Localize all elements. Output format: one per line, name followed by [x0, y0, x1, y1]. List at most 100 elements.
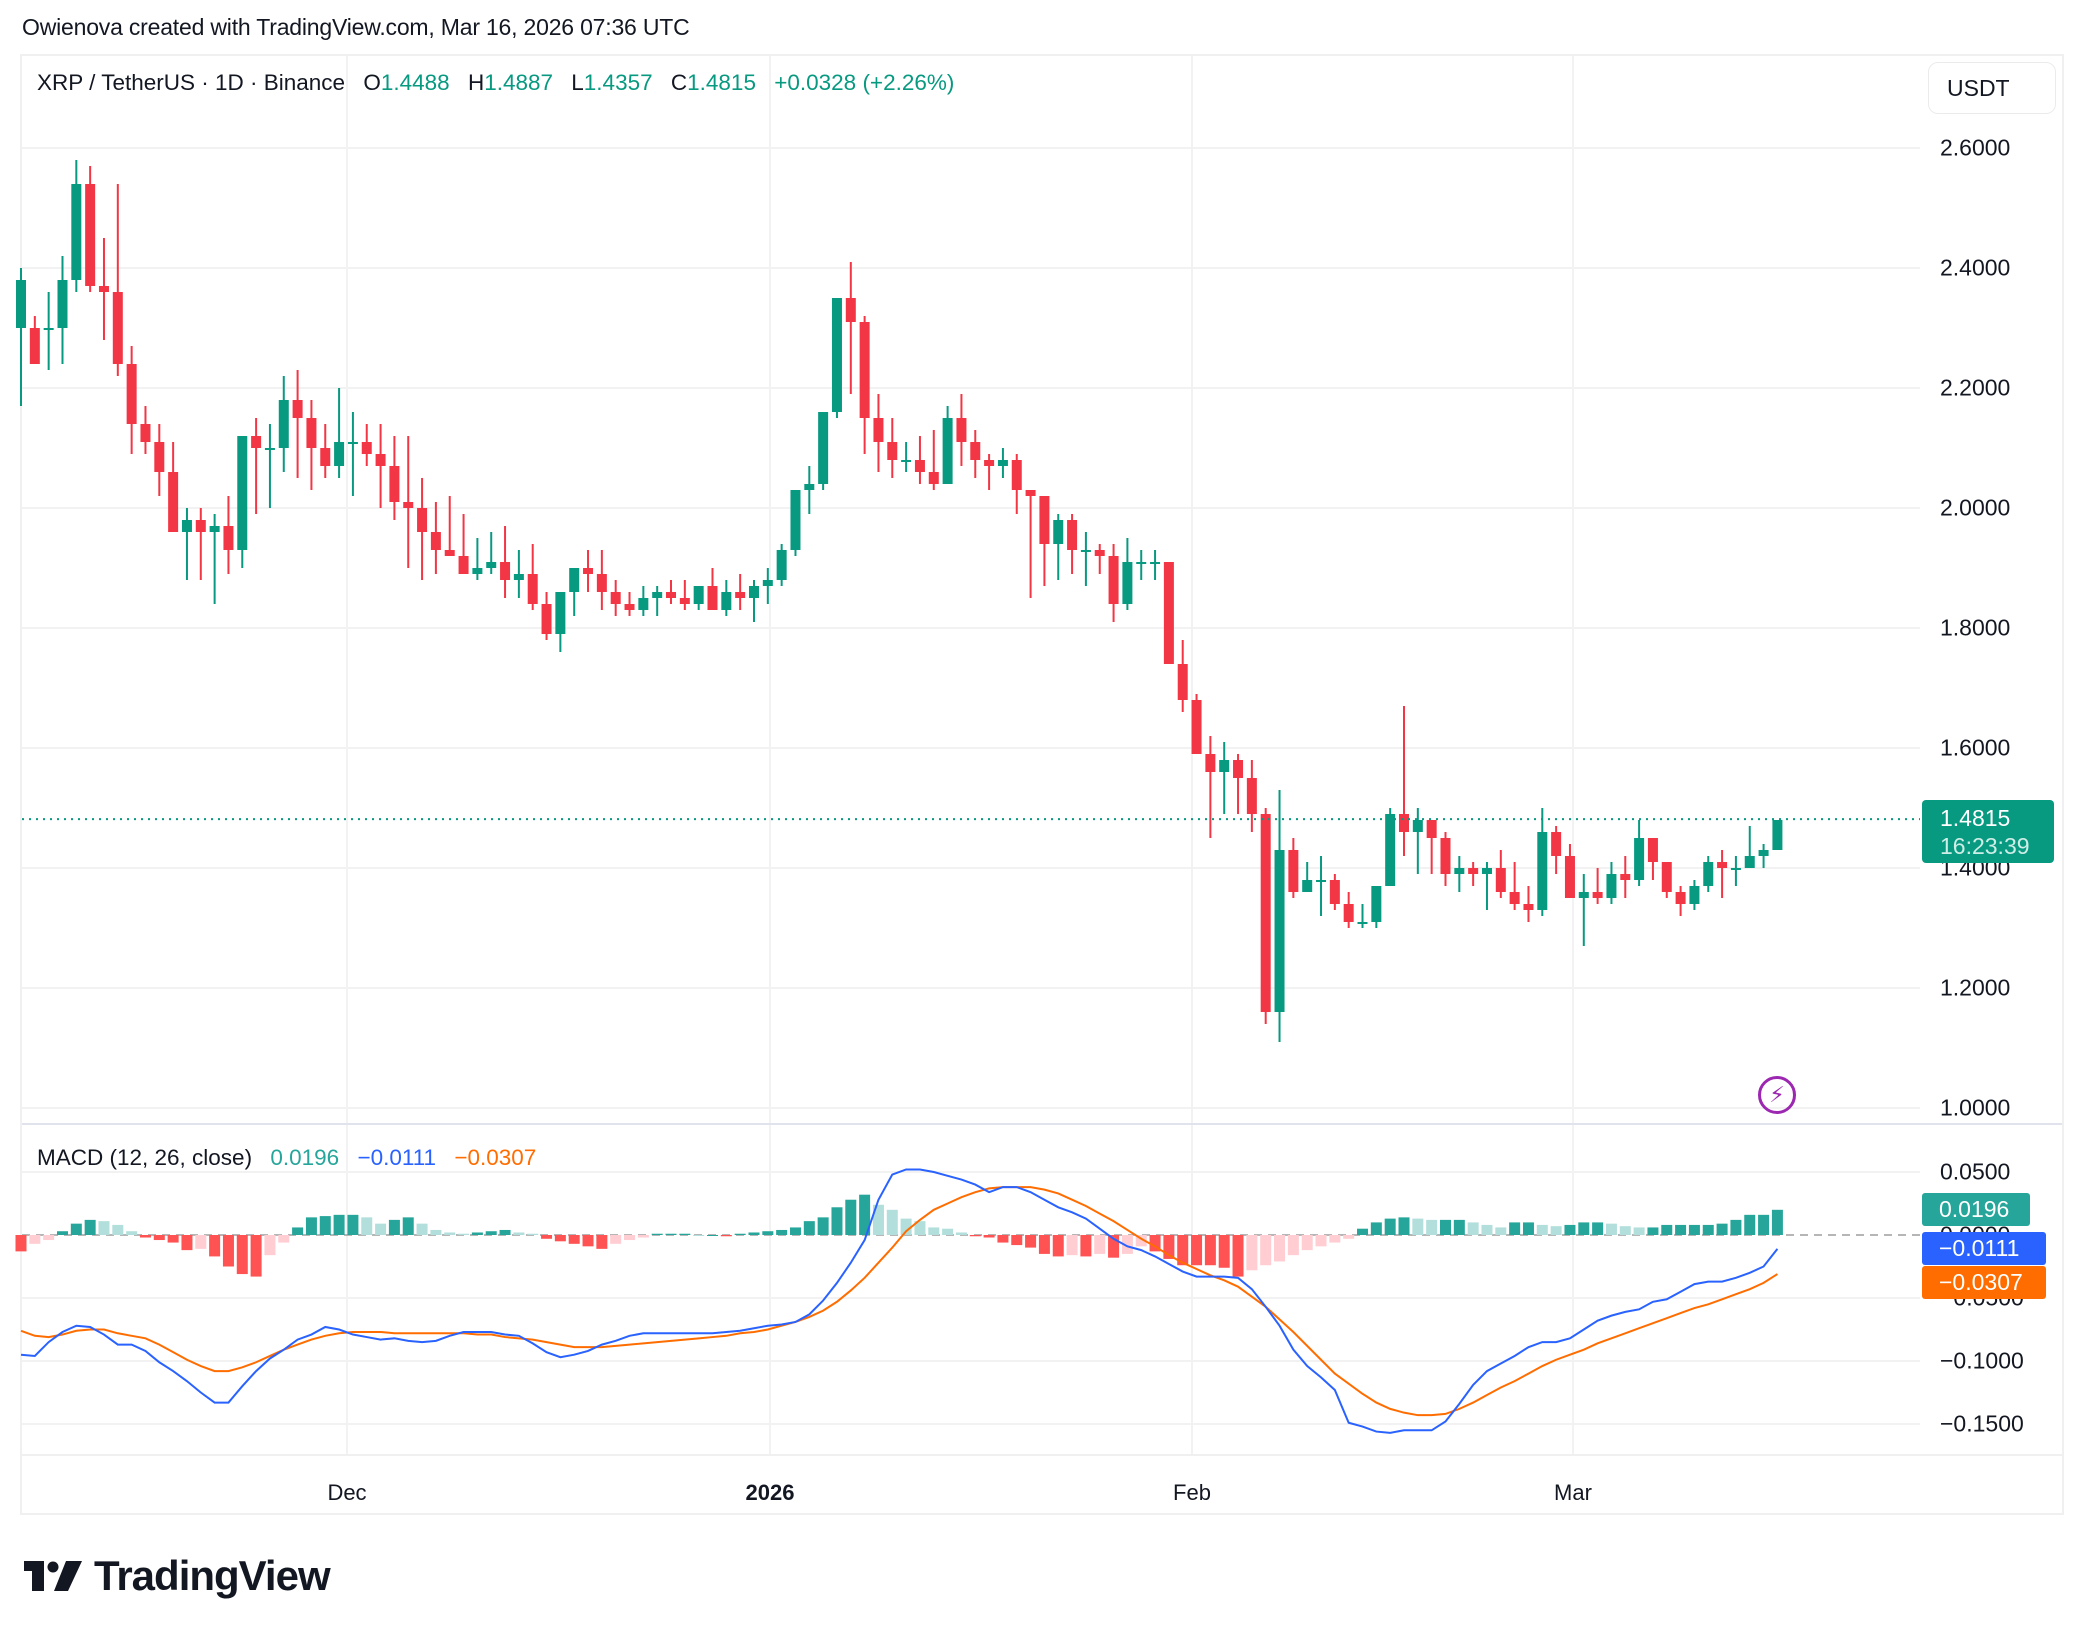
macd-legend: MACD (12, 26, close) 0.0196 −0.0111 −0.0… [37, 1145, 536, 1171]
candle-body [693, 586, 704, 604]
macd-histogram-bar [693, 1235, 705, 1236]
macd-histogram-bar [831, 1207, 843, 1235]
macd-histogram-bar [789, 1227, 801, 1235]
macd-histogram-bar [1578, 1222, 1590, 1235]
price-axis-label: 1.8000 [1940, 614, 2011, 641]
candle-body [1426, 820, 1437, 838]
candle-body [776, 550, 787, 580]
candle-body [707, 586, 718, 610]
candle-body [1067, 520, 1078, 550]
candle-body [1163, 562, 1174, 664]
candle-body [1578, 892, 1589, 898]
macd-histogram-bar [859, 1194, 871, 1235]
macd-histogram-bar [969, 1235, 981, 1237]
candle-body [596, 574, 607, 592]
macd-histogram-bar [305, 1217, 317, 1235]
macd-histogram-bar [1066, 1235, 1078, 1256]
macd-histogram-bar [1495, 1227, 1507, 1235]
macd-title[interactable]: MACD (12, 26, close) [37, 1145, 253, 1170]
macd-histogram-bar [1398, 1217, 1410, 1235]
candle-body [43, 328, 54, 330]
candle-body [652, 592, 663, 598]
candle-body [1730, 868, 1741, 870]
candle-body [901, 460, 912, 462]
candle-body [389, 466, 400, 502]
macd-histogram-bar [319, 1216, 331, 1235]
macd-histogram-bar [416, 1223, 428, 1235]
close-value: 1.4815 [687, 70, 756, 95]
candle-body [1647, 838, 1658, 862]
candle-body [583, 568, 594, 574]
macd-line [20, 1168, 1779, 1434]
macd-histogram-bar [651, 1233, 663, 1235]
open-value: 1.4488 [380, 70, 450, 95]
lightning-icon[interactable]: ⚡ [1758, 1076, 1796, 1114]
candle-body [1509, 892, 1520, 904]
macd-histogram-bar [375, 1223, 387, 1235]
macd-histogram-bar [402, 1217, 414, 1235]
candle-body [1551, 832, 1562, 856]
candle-body [223, 526, 234, 550]
low-value: 1.4357 [583, 70, 653, 95]
macd-histogram-bar [1675, 1224, 1687, 1235]
candle-body [1592, 892, 1603, 898]
macd-histogram-bar [139, 1235, 151, 1238]
candle-body [112, 292, 123, 364]
macd-signal-line [20, 1186, 1778, 1417]
candle-body [1772, 820, 1783, 850]
macd-histogram-badge: 0.0196 [1922, 1193, 2030, 1226]
candle-body [458, 556, 469, 574]
candle-body [1053, 520, 1064, 544]
candle-body [873, 418, 884, 442]
candle-body [1385, 814, 1396, 886]
candle-body [1412, 820, 1423, 832]
macd-histogram-bar [637, 1235, 649, 1238]
candle-body [154, 442, 165, 472]
macd-histogram-bar [734, 1233, 746, 1235]
macd-histogram-bar [1453, 1219, 1465, 1235]
macd-histogram-bar [1647, 1227, 1659, 1235]
macd-histogram-bar [1758, 1214, 1770, 1235]
macd-histogram-bar [112, 1224, 124, 1235]
macd-histogram-bar [347, 1214, 359, 1235]
macd-histogram-bar [624, 1235, 636, 1241]
last-price-value: 1.4815 [1940, 805, 2011, 831]
candle-body [237, 436, 248, 550]
macd-histogram-bar [1052, 1235, 1064, 1257]
candle-body [1025, 490, 1036, 496]
candle-body [1246, 778, 1257, 814]
macd-histogram-bar [1633, 1227, 1645, 1235]
candle-body [140, 424, 151, 442]
currency-button[interactable]: USDT [1928, 62, 2056, 114]
macd-axis-label: −0.1000 [1940, 1347, 2024, 1374]
symbol-legend: XRP / TetherUS · 1D · Binance O1.4488 H1… [37, 70, 954, 96]
candle-body [1523, 904, 1534, 910]
macd-histogram-bar [776, 1229, 788, 1235]
candle-body [1108, 556, 1119, 604]
high-value: 1.4887 [484, 70, 554, 95]
macd-histogram-bar [181, 1235, 193, 1251]
macd-histogram-bar [1605, 1223, 1617, 1235]
tradingview-logo[interactable]: TradingView [24, 1552, 331, 1599]
candle-body [762, 580, 773, 586]
macd-histogram-bar [1135, 1235, 1147, 1247]
candle-body [292, 400, 303, 418]
candle-body [527, 574, 538, 604]
macd-histogram-bar [1246, 1235, 1258, 1271]
candle-body [914, 460, 925, 472]
candle-body [1205, 754, 1216, 772]
symbol-title[interactable]: XRP / TetherUS · 1D · Binance [37, 70, 346, 95]
price-axis-label: 2.2000 [1940, 374, 2011, 401]
macd-histogram-bar [679, 1233, 691, 1235]
candle-body [845, 298, 856, 322]
macd-histogram-bar [748, 1232, 760, 1235]
macd-histogram-bar [70, 1223, 82, 1235]
macd-histogram-bar [1232, 1235, 1244, 1277]
macd-histogram-bar [126, 1231, 138, 1235]
macd-histogram-bar [1481, 1224, 1493, 1235]
last-price-badge: 1.4815 16:23:39 [1922, 800, 2054, 863]
macd-histogram-bar [361, 1217, 373, 1235]
candle-body [98, 286, 109, 292]
candle-body [555, 592, 566, 634]
